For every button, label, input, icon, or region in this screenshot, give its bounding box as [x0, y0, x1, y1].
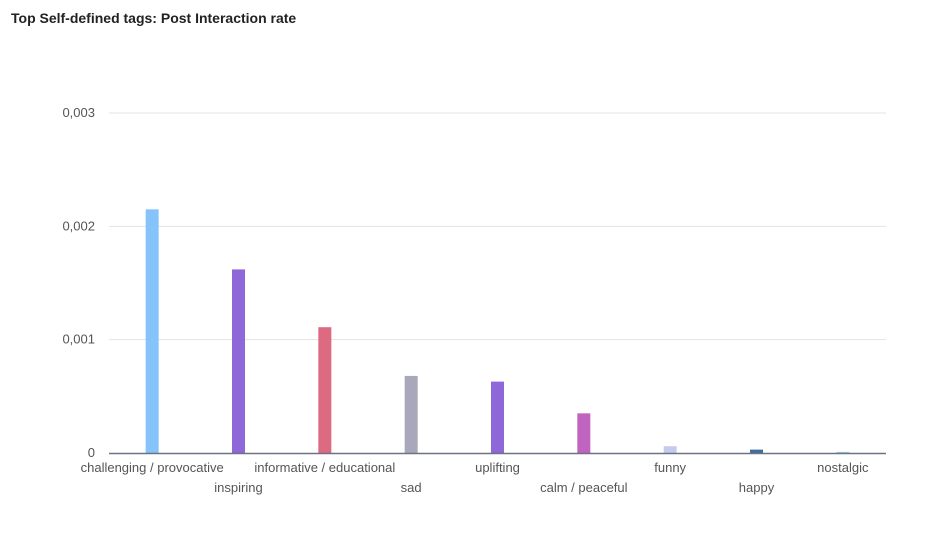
x-category-label: uplifting: [475, 460, 520, 475]
y-tick-label: 0,002: [62, 218, 95, 233]
x-category-label: nostalgic: [817, 460, 869, 475]
bar: [750, 449, 763, 453]
chart-title: Top Self-defined tags: Post Interaction …: [11, 10, 297, 26]
x-category-label: calm / peaceful: [540, 480, 628, 495]
x-category-label: inspiring: [214, 480, 262, 495]
x-category-label: informative / educational: [254, 460, 395, 475]
bar: [663, 446, 677, 453]
bar: [145, 209, 159, 453]
bar: [404, 375, 418, 453]
x-category-label: challenging / provocative: [81, 460, 224, 475]
x-category-label: happy: [739, 480, 775, 495]
bar: [318, 327, 332, 453]
bar: [491, 381, 504, 453]
bar: [836, 451, 850, 453]
y-tick-label: 0,001: [62, 332, 95, 347]
bar: [577, 413, 591, 453]
bar: [232, 269, 245, 453]
x-category-label: sad: [401, 480, 422, 495]
y-tick-label: 0,003: [62, 105, 95, 120]
y-tick-label: 0: [88, 445, 95, 460]
x-category-label: funny: [654, 460, 686, 475]
